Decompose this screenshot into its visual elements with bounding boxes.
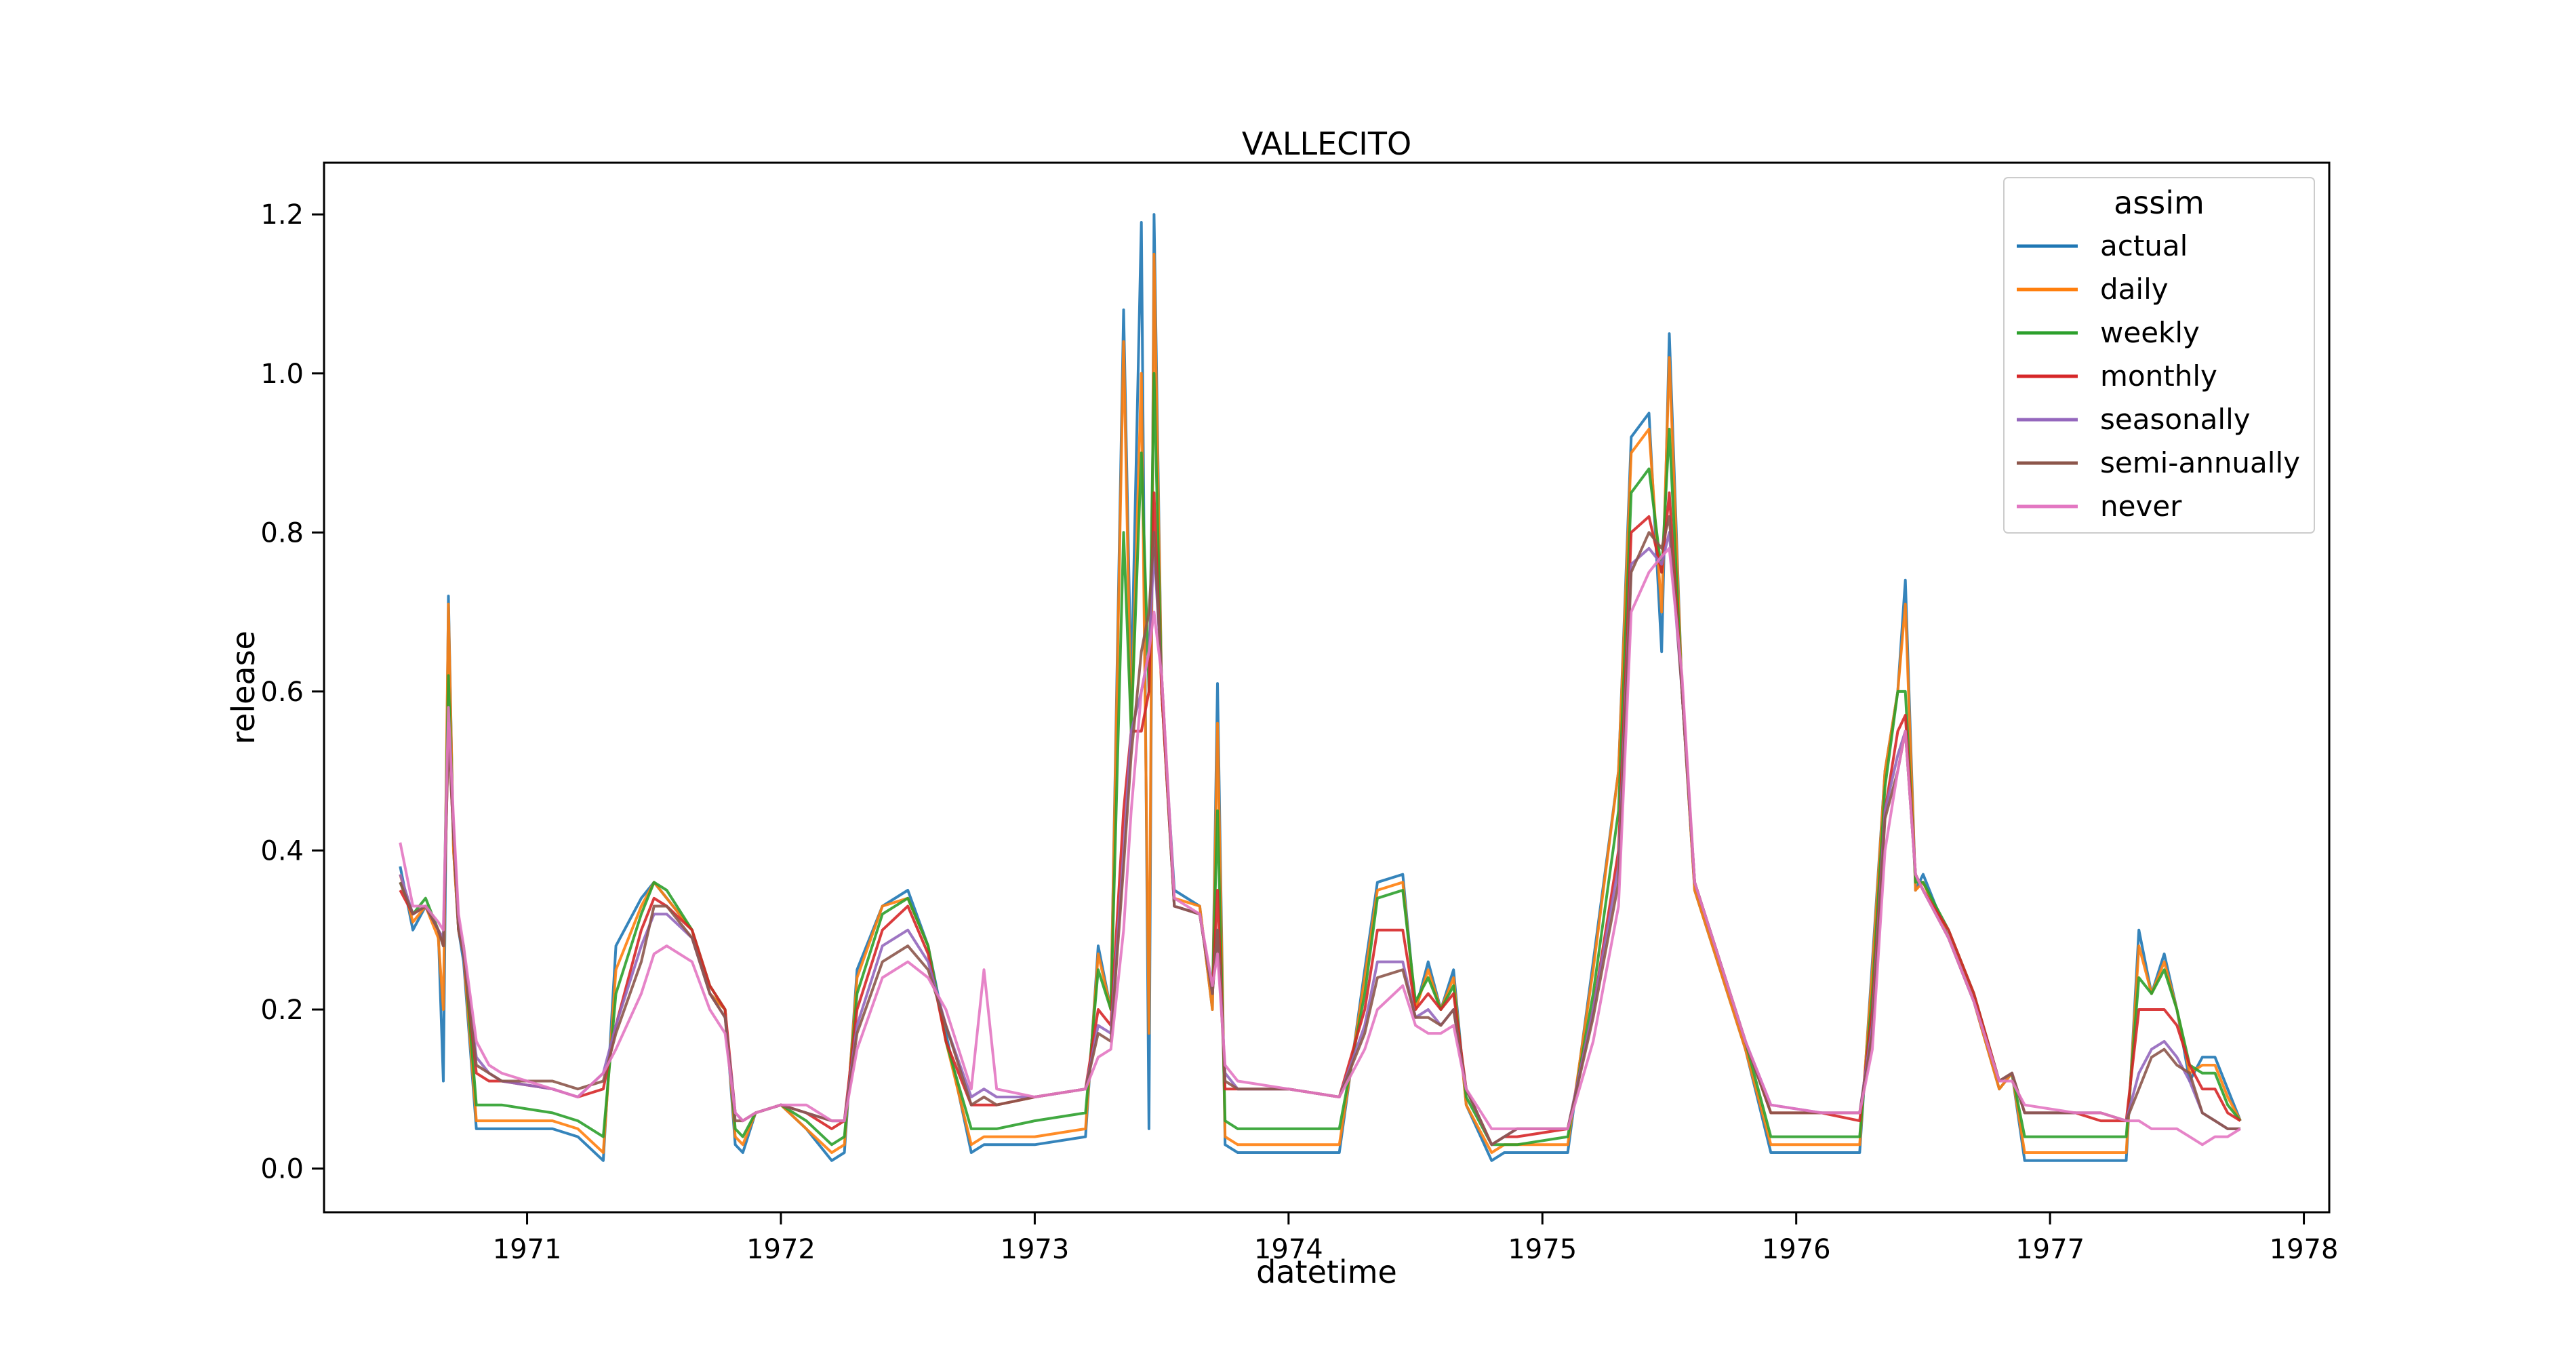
legend-box bbox=[2003, 177, 2315, 534]
y-axis: 0.0 0.2 0.4 0.6 0.8 1.0 1.2 bbox=[260, 199, 324, 1185]
y-tick-label: 0.4 bbox=[260, 835, 304, 866]
series-layer bbox=[399, 213, 2242, 1162]
legend-label-daily: daily bbox=[2100, 273, 2169, 306]
legend-title: assim bbox=[2114, 184, 2205, 221]
y-tick-label: 1.0 bbox=[260, 359, 304, 390]
y-tick-label: 0.6 bbox=[260, 677, 304, 708]
series-line-never bbox=[399, 546, 2241, 1146]
y-tick-label: 0.0 bbox=[260, 1154, 304, 1185]
legend-label-monthly: monthly bbox=[2100, 359, 2217, 393]
y-tick-label: 0.8 bbox=[260, 517, 304, 549]
legend-label-actual: actual bbox=[2100, 229, 2188, 262]
legend: assim actual daily weekly monthly seasonally… bbox=[2003, 177, 2315, 534]
legend-label-never: never bbox=[2100, 490, 2182, 523]
x-tick-label: 1978 bbox=[2270, 1234, 2339, 1265]
x-tick-label: 1975 bbox=[1508, 1234, 1577, 1265]
x-tick-label: 1972 bbox=[746, 1234, 816, 1265]
x-tick-label: 1977 bbox=[2015, 1234, 2085, 1265]
legend-label-weekly: weekly bbox=[2100, 316, 2200, 349]
x-axis: 1971 1972 1973 1974 1975 1976 1977 1978 bbox=[493, 1212, 2339, 1265]
plot-frame bbox=[323, 161, 2331, 1214]
y-tick-label: 0.2 bbox=[260, 995, 304, 1026]
y-axis-label: release bbox=[225, 631, 262, 744]
x-tick-label: 1971 bbox=[493, 1234, 562, 1265]
series-line-weekly bbox=[399, 372, 2242, 1146]
chart-title: VALLECITO bbox=[1242, 125, 1411, 162]
x-tick-label: 1974 bbox=[1254, 1234, 1323, 1265]
legend-label-seasonally: seasonally bbox=[2100, 403, 2251, 436]
x-tick-label: 1976 bbox=[1762, 1234, 1831, 1265]
legend-label-semi-annually: semi-annually bbox=[2100, 446, 2300, 479]
x-axis-label: datetime bbox=[1256, 1254, 1397, 1290]
legend-items: actual daily weekly monthly seasonally semi-a… bbox=[2017, 229, 2300, 523]
y-tick-label: 1.2 bbox=[260, 199, 304, 231]
x-tick-label: 1973 bbox=[1001, 1234, 1070, 1265]
